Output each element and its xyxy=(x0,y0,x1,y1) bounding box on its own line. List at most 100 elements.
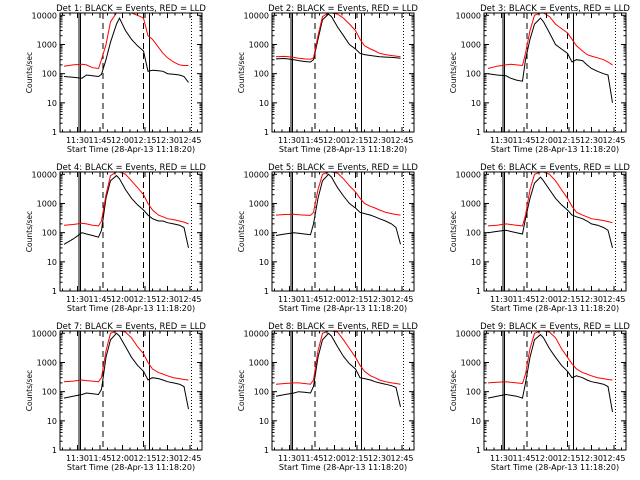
y-tick-label: 1 xyxy=(52,446,57,455)
series-line-events xyxy=(275,13,401,63)
y-tick-label: 1 xyxy=(264,128,269,137)
x-tick-label: 12:00 xyxy=(323,295,346,304)
series-line-lld xyxy=(275,331,401,385)
y-axis-label: Counts/sec xyxy=(25,211,34,252)
x-tick-label: 11:45 xyxy=(512,136,535,145)
series-line-events xyxy=(487,333,613,413)
x-tick-label: 12:00 xyxy=(323,136,346,145)
y-tick-label: 10 xyxy=(471,258,481,267)
x-tick-label: 11:45 xyxy=(88,454,111,463)
x-tick-label: 12:00 xyxy=(323,454,346,463)
y-tick-label: 1000 xyxy=(37,199,57,208)
x-tick-label: 12:15 xyxy=(345,295,368,304)
x-tick-label: 12:00 xyxy=(535,454,558,463)
series-line-events xyxy=(487,176,613,249)
x-tick-label: 12:30 xyxy=(156,295,179,304)
series-line-lld xyxy=(275,172,401,216)
y-tick-label: 1000 xyxy=(461,199,481,208)
plot-frame xyxy=(483,330,627,451)
y-tick-label: 100 xyxy=(42,70,57,79)
x-tick-label: 12:15 xyxy=(133,454,156,463)
y-tick-label: 10 xyxy=(47,258,57,267)
y-axis-label: Counts/sec xyxy=(237,52,246,93)
x-tick-label: 12:15 xyxy=(345,136,368,145)
x-axis-label: Start Time (28-Apr-13 11:18:20) xyxy=(67,304,195,313)
y-tick-label: 10000 xyxy=(456,329,481,338)
panel-title: Det 9: BLACK = Events, RED = LLD xyxy=(480,322,630,332)
x-tick-label: 11:30 xyxy=(66,295,89,304)
plot-frame xyxy=(271,12,415,133)
x-axis-label: Start Time (28-Apr-13 11:18:20) xyxy=(67,145,195,154)
x-tick-label: 12:45 xyxy=(602,454,625,463)
y-axis-label: Counts/sec xyxy=(449,52,458,93)
detector-panel: 1 10 100 1000 10000 11:30 11:45 12:00 12:15 12:30… xyxy=(449,163,630,313)
plot-frame xyxy=(483,12,627,133)
y-tick-label: 100 xyxy=(42,229,57,238)
x-tick-label: 11:45 xyxy=(300,136,323,145)
y-tick-label: 1 xyxy=(476,128,481,137)
x-tick-label: 12:15 xyxy=(557,295,580,304)
x-tick-label: 11:30 xyxy=(278,295,301,304)
y-tick-label: 100 xyxy=(466,388,481,397)
y-tick-label: 10000 xyxy=(32,170,57,179)
y-tick-label: 10 xyxy=(471,99,481,108)
y-tick-label: 1000 xyxy=(249,358,269,367)
series-line-events xyxy=(275,332,401,408)
detector-panel: 1 10 100 1000 10000 11:30 11:45 12:00 12:15 12:30… xyxy=(237,322,418,472)
x-tick-label: 11:30 xyxy=(66,136,89,145)
y-tick-label: 100 xyxy=(254,388,269,397)
y-tick-label: 1 xyxy=(476,446,481,455)
x-axis-label: Start Time (28-Apr-13 11:18:20) xyxy=(491,304,619,313)
x-tick-label: 11:30 xyxy=(490,295,513,304)
y-tick-label: 10000 xyxy=(456,11,481,20)
x-tick-label: 12:45 xyxy=(602,295,625,304)
y-axis-label: Counts/sec xyxy=(449,370,458,411)
y-tick-label: 1 xyxy=(264,446,269,455)
panel-title: Det 1: BLACK = Events, RED = LLD xyxy=(56,4,206,14)
y-tick-label: 1000 xyxy=(461,40,481,49)
x-axis-label: Start Time (28-Apr-13 11:18:20) xyxy=(279,145,407,154)
series-line-events xyxy=(63,174,189,249)
detector-panel: 1 10 100 1000 10000 11:30 11:45 12:00 12:15 12:30… xyxy=(25,163,206,313)
x-axis-label: Start Time (28-Apr-13 11:18:20) xyxy=(491,145,619,154)
x-tick-label: 11:45 xyxy=(300,454,323,463)
panel-title: Det 3: BLACK = Events, RED = LLD xyxy=(480,4,630,14)
x-tick-label: 12:15 xyxy=(133,295,156,304)
x-tick-label: 11:45 xyxy=(300,295,323,304)
panel-title: Det 4: BLACK = Events, RED = LLD xyxy=(56,163,206,173)
y-tick-label: 10 xyxy=(471,417,481,426)
plot-frame xyxy=(271,330,415,451)
y-tick-label: 1 xyxy=(264,287,269,296)
x-tick-label: 12:45 xyxy=(390,295,413,304)
x-tick-label: 12:30 xyxy=(580,295,603,304)
y-tick-label: 10000 xyxy=(32,11,57,20)
y-tick-label: 10 xyxy=(47,99,57,108)
series-line-lld xyxy=(63,13,189,70)
x-axis-label: Start Time (28-Apr-13 11:18:20) xyxy=(491,463,619,472)
plot-frame xyxy=(483,171,627,292)
panel-title: Det 8: BLACK = Events, RED = LLD xyxy=(268,322,418,332)
y-axis-label: Counts/sec xyxy=(237,211,246,252)
x-tick-label: 11:30 xyxy=(278,454,301,463)
x-tick-label: 12:30 xyxy=(368,136,391,145)
series-line-lld xyxy=(63,331,189,383)
x-tick-label: 12:15 xyxy=(557,454,580,463)
y-tick-label: 1000 xyxy=(37,358,57,367)
x-axis-label: Start Time (28-Apr-13 11:18:20) xyxy=(279,304,407,313)
x-axis-label: Start Time (28-Apr-13 11:18:20) xyxy=(67,463,195,472)
x-tick-label: 11:45 xyxy=(88,136,111,145)
y-tick-label: 100 xyxy=(254,70,269,79)
y-axis-label: Counts/sec xyxy=(237,370,246,411)
x-tick-label: 12:45 xyxy=(602,136,625,145)
y-tick-label: 1000 xyxy=(37,40,57,49)
y-tick-label: 10 xyxy=(47,417,57,426)
x-tick-label: 12:30 xyxy=(580,136,603,145)
x-tick-label: 12:00 xyxy=(535,295,558,304)
y-tick-label: 1 xyxy=(476,287,481,296)
x-tick-label: 12:00 xyxy=(535,136,558,145)
y-tick-label: 1000 xyxy=(249,199,269,208)
series-line-lld xyxy=(487,172,613,227)
x-tick-label: 12:45 xyxy=(178,136,201,145)
detector-panel: 1 10 100 1000 10000 11:30 11:45 12:00 12:15 12:30… xyxy=(449,322,630,472)
